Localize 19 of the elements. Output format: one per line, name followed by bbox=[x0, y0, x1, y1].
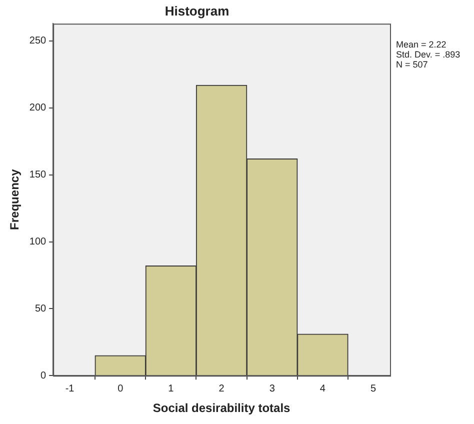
y-tick-label: 0 bbox=[40, 370, 47, 382]
y-tick-label: 200 bbox=[29, 102, 47, 114]
x-tick-label: -1 bbox=[65, 383, 75, 394]
y-tick-label: 250 bbox=[29, 36, 47, 47]
y-axis-title: Frequency bbox=[8, 168, 22, 230]
x-tick-label: 5 bbox=[370, 383, 377, 394]
y-tick-label: 100 bbox=[29, 236, 47, 248]
text: Mean = 2.22 bbox=[396, 40, 446, 50]
text: Std. Dev. = .893 bbox=[396, 50, 460, 60]
y-tick-label: 150 bbox=[29, 170, 47, 181]
x-tick-label: 4 bbox=[320, 383, 326, 394]
text: N = 507 bbox=[396, 60, 428, 70]
x-tick-label: 1 bbox=[168, 383, 174, 394]
x-tick-label: 3 bbox=[269, 383, 276, 394]
x-tick-label: 0 bbox=[118, 383, 124, 394]
x-axis-title: Social desirability totals bbox=[152, 401, 291, 416]
y-tick-label: 50 bbox=[34, 303, 47, 314]
x-tick-label: 2 bbox=[218, 383, 225, 394]
chart-title: Histogram bbox=[164, 3, 230, 18]
